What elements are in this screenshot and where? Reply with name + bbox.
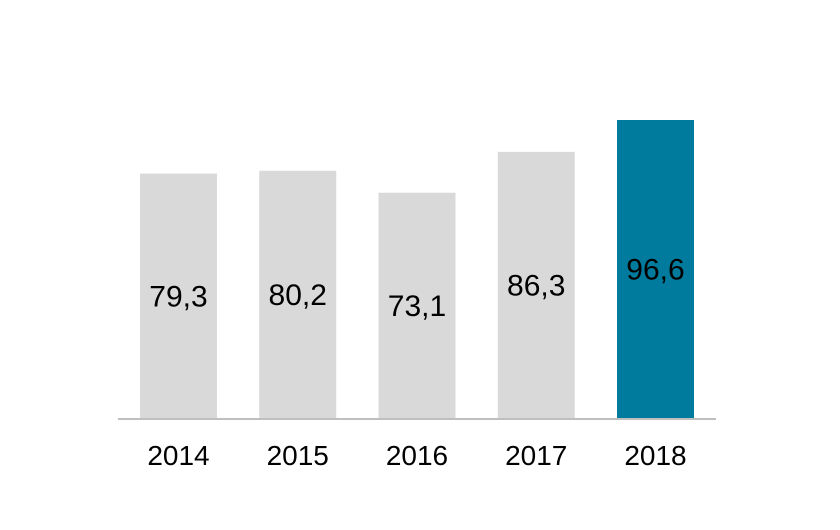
x-tick-label-2014: 2014 (147, 440, 209, 471)
x-tick-labels-group: 2014 2015 2016 2017 2018 (147, 440, 686, 471)
value-label-2016: 73,1 (388, 290, 446, 323)
bar-2018 (617, 120, 694, 419)
value-label-2015: 80,2 (269, 279, 327, 312)
x-tick-label-2015: 2015 (267, 440, 329, 471)
x-tick-label-2016: 2016 (386, 440, 448, 471)
value-labels-group: 79,3 80,2 73,1 86,3 96,6 (149, 254, 684, 323)
bar-2015 (259, 170, 337, 419)
bar-2014 (140, 173, 217, 419)
bars-group (140, 120, 694, 419)
x-tick-label-2017: 2017 (505, 440, 567, 471)
value-label-2017: 86,3 (507, 269, 565, 302)
x-tick-label-2018: 2018 (624, 440, 686, 471)
value-label-2018: 96,6 (626, 254, 684, 287)
bar-2016 (378, 192, 456, 419)
bar-2017 (497, 151, 575, 419)
value-label-2014: 79,3 (149, 280, 207, 313)
